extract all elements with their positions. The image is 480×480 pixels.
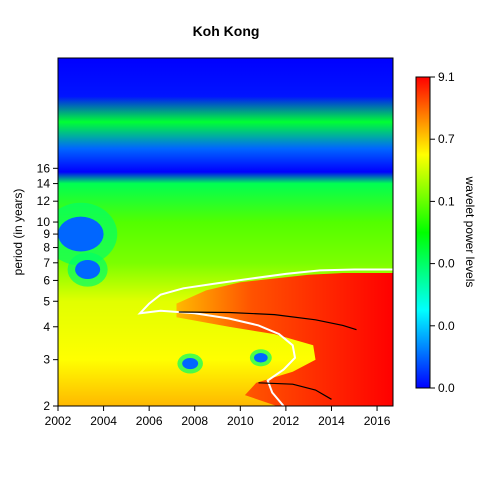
low-power-spot (75, 260, 101, 280)
x-tick-label: 2010 (227, 414, 254, 428)
y-axis-title: period (in years) (11, 189, 25, 276)
colorbar-tick-label: 0.0 (438, 381, 455, 395)
plot-frame (57, 57, 394, 407)
y-tick-label: 10 (37, 215, 51, 229)
y-tick-label: 12 (37, 194, 51, 208)
y-tick-label: 6 (43, 273, 50, 287)
low-power-spot (58, 216, 104, 252)
y-tick-label: 9 (43, 227, 50, 241)
high-power-region (176, 273, 393, 406)
y-tick-label: 4 (43, 320, 50, 334)
colorbar-tick-label: 0.0 (438, 257, 455, 271)
x-tick-label: 2014 (318, 414, 345, 428)
y-tick-label: 3 (43, 353, 50, 367)
ridge-line (258, 382, 332, 400)
colorbar-tick-label: 0.0 (438, 319, 455, 333)
y-tick-label: 14 (37, 177, 51, 191)
y-tick-label: 2 (43, 399, 50, 413)
y-tick-label: 8 (43, 241, 50, 255)
y-tick-label: 5 (43, 294, 50, 308)
low-power-spot (253, 353, 268, 363)
x-tick-label: 2006 (136, 414, 163, 428)
colorbar (415, 76, 431, 389)
y-tick-label: 7 (43, 256, 50, 270)
heatmap-field (58, 58, 393, 406)
colorbar-tick-label: 9.1 (438, 70, 455, 84)
ridge-line (178, 311, 357, 331)
x-tick-label: 2016 (364, 414, 391, 428)
x-tick-label: 2008 (181, 414, 208, 428)
low-power-spot (182, 357, 199, 370)
significance-contour (137, 268, 393, 406)
colorbar-tick-label: 0.1 (438, 194, 455, 208)
y-tick-label: 16 (37, 161, 51, 175)
x-tick-label: 2012 (273, 414, 300, 428)
colorbar-title: wavelet power levels (463, 176, 477, 288)
x-tick-label: 2002 (45, 414, 72, 428)
x-tick-label: 2004 (90, 414, 117, 428)
chart-title: Koh Kong (193, 23, 260, 39)
colorbar-tick-label: 0.7 (438, 132, 455, 146)
